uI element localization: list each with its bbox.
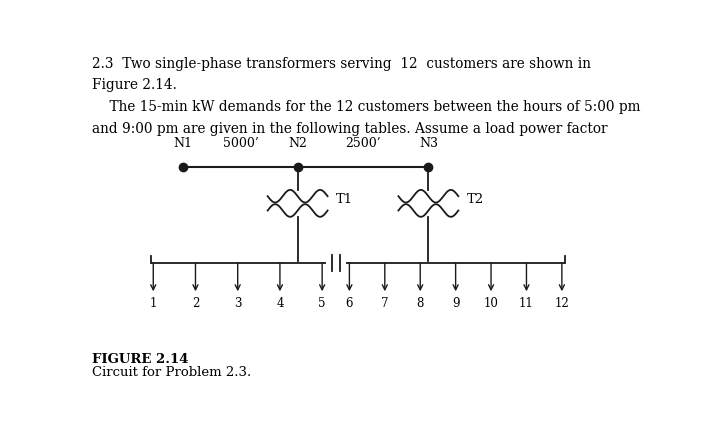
Text: 8: 8 [417, 297, 424, 310]
Text: 9: 9 [452, 297, 459, 310]
Text: 2: 2 [192, 297, 199, 310]
Text: The 15-min kW demands for the 12 customers between the hours of 5:00 pm: The 15-min kW demands for the 12 custome… [92, 100, 640, 114]
Text: 5000’: 5000’ [223, 137, 258, 150]
Text: and 9:00 pm are given in the following tables. Assume a load power factor: and 9:00 pm are given in the following t… [92, 122, 607, 136]
Text: FIGURE 2.14: FIGURE 2.14 [92, 353, 188, 366]
Text: 11: 11 [519, 297, 534, 310]
Text: 4: 4 [276, 297, 284, 310]
Text: 2500’: 2500’ [345, 137, 381, 150]
Text: Circuit for Problem 2.3.: Circuit for Problem 2.3. [92, 366, 252, 379]
Text: N1: N1 [174, 137, 193, 150]
Text: Figure 2.14.: Figure 2.14. [92, 79, 177, 92]
Text: 5: 5 [318, 297, 326, 310]
Text: N3: N3 [419, 137, 438, 150]
Text: 6: 6 [346, 297, 353, 310]
Text: 1: 1 [150, 297, 157, 310]
Text: 12: 12 [555, 297, 569, 310]
Text: T2: T2 [467, 194, 484, 206]
Text: 2.3  Two single-phase transformers serving  12  customers are shown in: 2.3 Two single-phase transformers servin… [92, 57, 591, 71]
Text: 10: 10 [484, 297, 498, 310]
Text: 3: 3 [234, 297, 241, 310]
Text: 7: 7 [381, 297, 389, 310]
Text: N2: N2 [288, 137, 307, 150]
Text: T1: T1 [336, 194, 353, 206]
